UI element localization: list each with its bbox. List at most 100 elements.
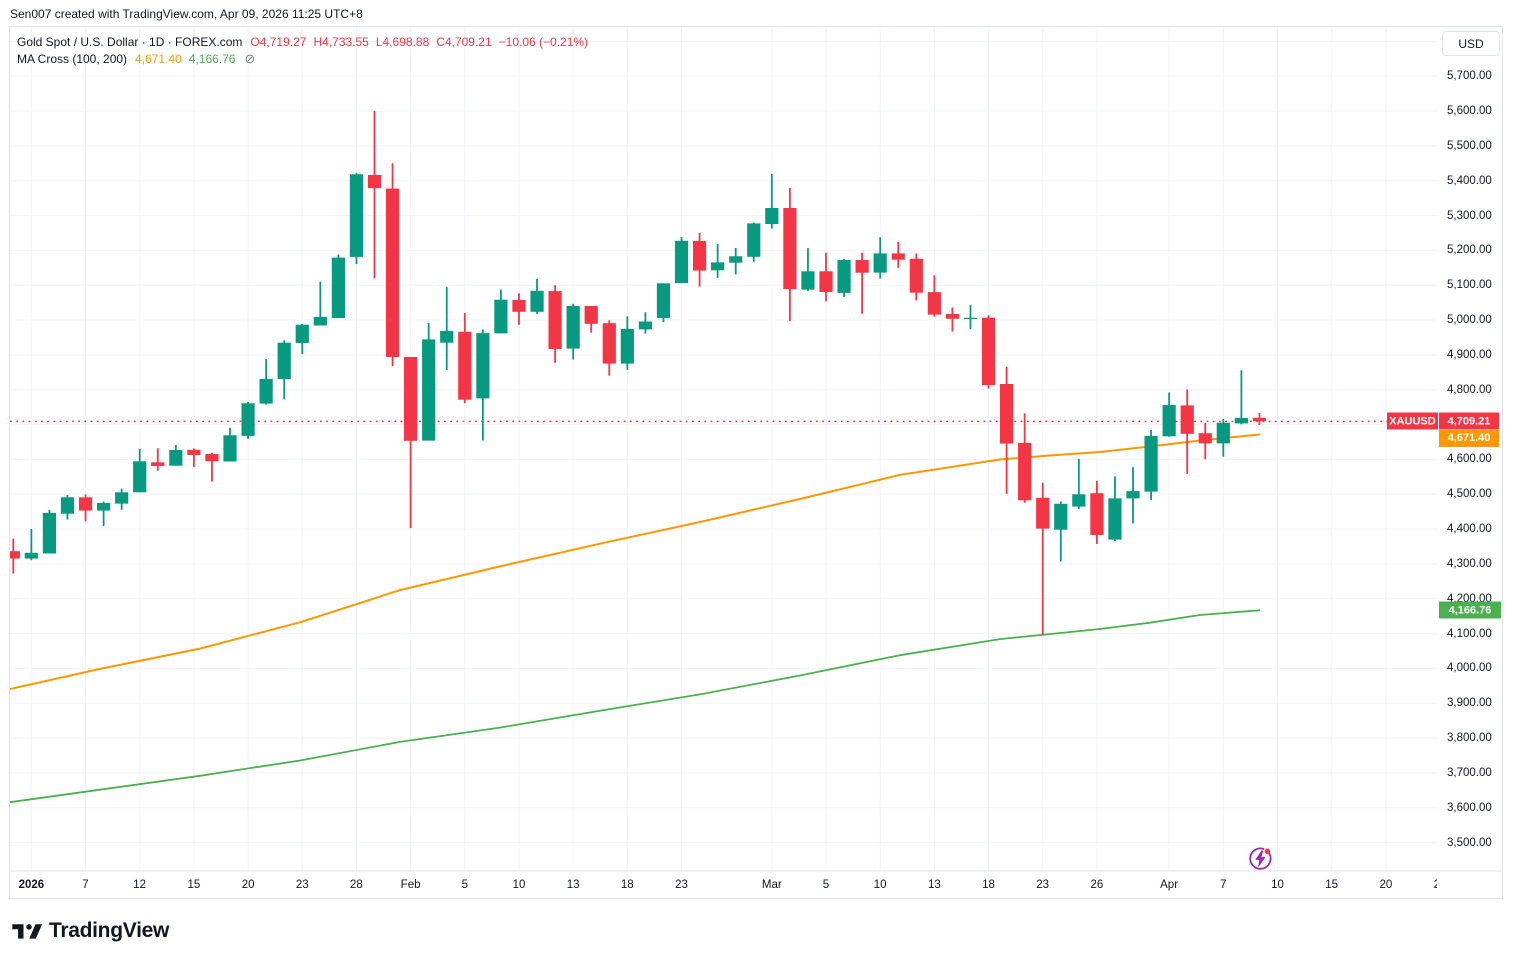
candle[interactable]: [277, 340, 291, 400]
candle[interactable]: [566, 303, 580, 360]
candle[interactable]: [692, 233, 707, 287]
candle[interactable]: [963, 305, 978, 330]
price-axis-label: 5,600.00: [1447, 105, 1492, 117]
candle[interactable]: [530, 278, 544, 314]
indicator-disabled-icon[interactable]: ⊘: [244, 51, 256, 66]
candle[interactable]: [512, 293, 526, 325]
candle[interactable]: [783, 187, 797, 322]
candle-body: [1162, 405, 1176, 437]
candle[interactable]: [115, 488, 129, 510]
price-axis-label: 4,300.00: [1447, 557, 1492, 570]
candle-body: [259, 378, 273, 404]
candle[interactable]: [7, 538, 20, 574]
candle[interactable]: [747, 222, 761, 262]
symbol-title[interactable]: Gold Spot / U.S. Dollar · 1D · FOREX.com: [17, 35, 243, 49]
candle[interactable]: [873, 237, 887, 279]
time-axis-label: 18: [620, 879, 634, 891]
candle-body: [783, 208, 797, 290]
candle[interactable]: [1072, 458, 1086, 510]
indicator-title[interactable]: MA Cross (100, 200): [17, 52, 128, 66]
candle[interactable]: [638, 312, 652, 334]
candle[interactable]: [331, 254, 345, 319]
candle[interactable]: [1036, 482, 1050, 635]
candle[interactable]: [620, 316, 634, 370]
candle[interactable]: [1252, 412, 1267, 425]
candle[interactable]: [1234, 370, 1248, 425]
candle-body: [747, 223, 761, 257]
candle-body: [711, 262, 725, 271]
candle[interactable]: [367, 110, 382, 279]
candle[interactable]: [295, 323, 309, 355]
candle[interactable]: [422, 323, 436, 441]
candle[interactable]: [60, 494, 75, 520]
ohlc-close: C4,709.21: [436, 35, 492, 49]
candle[interactable]: [349, 173, 364, 265]
candle[interactable]: [476, 329, 490, 441]
candle[interactable]: [602, 320, 616, 376]
candle-body: [1072, 494, 1086, 507]
candle[interactable]: [458, 313, 472, 404]
candle-body: [566, 305, 580, 349]
candle[interactable]: [1216, 419, 1230, 457]
candle[interactable]: [133, 449, 147, 493]
candle[interactable]: [187, 448, 201, 467]
candle[interactable]: [404, 357, 418, 529]
candle[interactable]: [1180, 389, 1194, 474]
candle[interactable]: [205, 452, 219, 482]
candle[interactable]: [42, 509, 57, 554]
candle-wick: [319, 281, 322, 326]
candle[interactable]: [1000, 366, 1014, 494]
ma100-line[interactable]: [10, 433, 1261, 690]
footer-logo[interactable]: TradingView: [12, 919, 169, 944]
candle-body: [981, 317, 996, 386]
candle[interactable]: [1144, 430, 1158, 500]
candle-body: [187, 449, 201, 455]
candle[interactable]: [945, 307, 960, 332]
candle[interactable]: [891, 242, 905, 268]
candle-body: [78, 497, 93, 511]
candle[interactable]: [981, 315, 996, 389]
candle-wick: [951, 307, 954, 332]
candle[interactable]: [169, 445, 183, 466]
candle[interactable]: [1054, 501, 1068, 562]
candle[interactable]: [1018, 413, 1032, 503]
candle[interactable]: [927, 275, 941, 317]
candle[interactable]: [909, 253, 923, 301]
candle[interactable]: [1162, 392, 1176, 437]
candle[interactable]: [1198, 422, 1212, 460]
candle[interactable]: [440, 287, 454, 370]
flash-event-icon[interactable]: [1249, 847, 1272, 870]
candle[interactable]: [765, 173, 779, 229]
candle[interactable]: [97, 501, 111, 527]
currency-usd-button[interactable]: USD: [1442, 31, 1500, 56]
candle[interactable]: [385, 163, 400, 367]
candle[interactable]: [151, 448, 165, 471]
candle[interactable]: [223, 427, 237, 462]
candle[interactable]: [584, 306, 598, 333]
candle[interactable]: [656, 283, 671, 323]
candle[interactable]: [711, 244, 725, 278]
candle[interactable]: [1108, 476, 1122, 541]
candle-wick: [969, 305, 972, 330]
candle[interactable]: [855, 252, 869, 314]
candle[interactable]: [78, 494, 93, 522]
candle[interactable]: [837, 259, 851, 298]
candle[interactable]: [494, 289, 508, 334]
candle[interactable]: [801, 248, 815, 291]
candle[interactable]: [313, 281, 327, 326]
candle[interactable]: [819, 252, 833, 302]
candle[interactable]: [1090, 480, 1104, 544]
time-axis[interactable]: 2026 7 12 15 20 23 28 Feb 5 10 13 18 23 Mar 5 10 13 18 23 2…: [0, 0, 1437, 959]
candle[interactable]: [24, 529, 38, 561]
time-axis-label: 28: [349, 879, 363, 891]
price-axis-label: 5,500.00: [1447, 139, 1492, 152]
candle[interactable]: [259, 359, 273, 405]
plot-area[interactable]: [7, 27, 1440, 871]
candle[interactable]: [729, 247, 743, 275]
ma200-line[interactable]: [10, 609, 1261, 804]
candle[interactable]: [548, 285, 562, 363]
candle[interactable]: [1126, 467, 1140, 524]
candle[interactable]: [241, 402, 255, 439]
candle[interactable]: [674, 237, 689, 284]
